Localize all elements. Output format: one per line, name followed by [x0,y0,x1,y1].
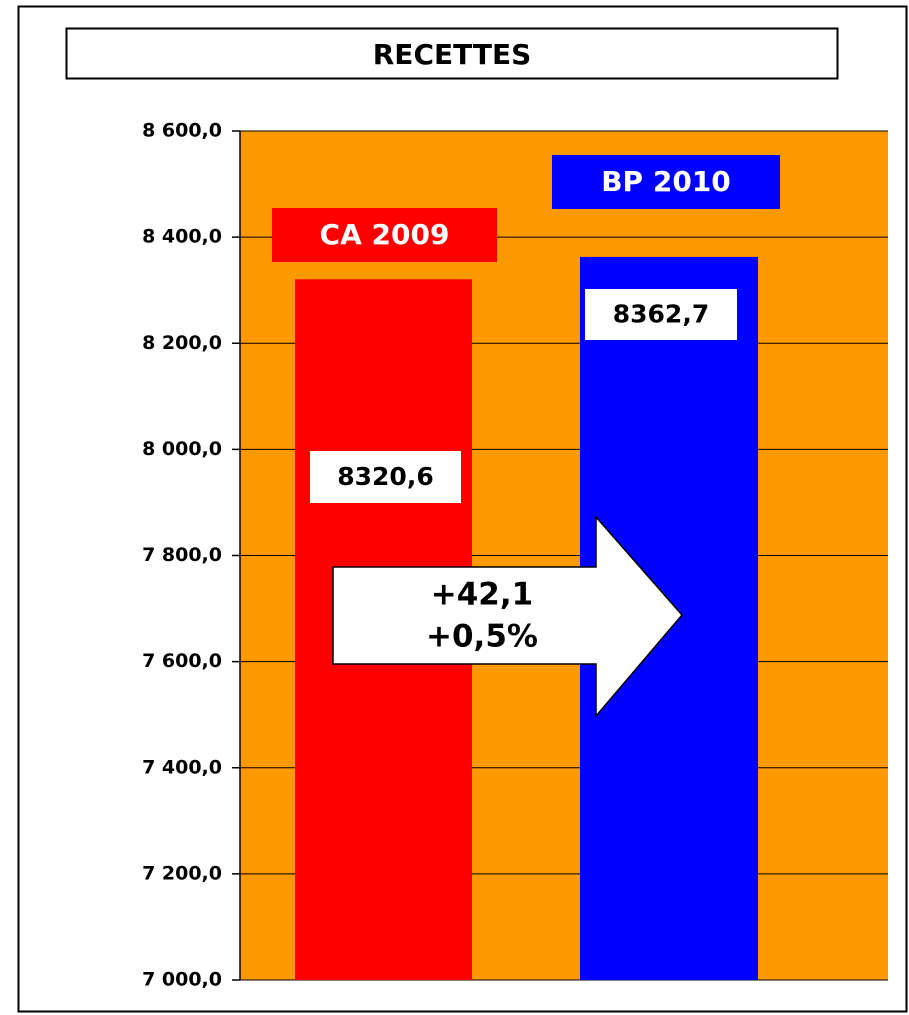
annotation: +0,5% [426,619,538,655]
value-label: 8320,6 [337,462,433,491]
value-label: 8362,7 [613,300,709,329]
y-tick-label: 7 000,0 [142,969,222,991]
y-tick-label: 8 400,0 [142,226,222,248]
title-box [65,27,839,80]
y-tick-label: 8 600,0 [142,120,222,142]
y-tick-label: 7 800,0 [142,544,222,566]
y-tick-label: 8 200,0 [142,332,222,354]
category-label-box [272,208,497,262]
y-tick-label: 7 400,0 [142,756,222,778]
chart-title: RECETTES [373,38,532,71]
y-tick-label: 7 200,0 [142,862,222,884]
category-label: CA 2009 [320,218,450,251]
arrow [332,515,683,719]
value-label-box [585,289,737,340]
annotation: +42,1 [431,577,533,613]
y-tick-label: 7 600,0 [142,650,222,672]
value-label-box [310,451,461,503]
category-label-box [552,155,780,209]
y-tick-label: 8 000,0 [142,438,222,460]
category-label: BP 2010 [601,165,731,198]
